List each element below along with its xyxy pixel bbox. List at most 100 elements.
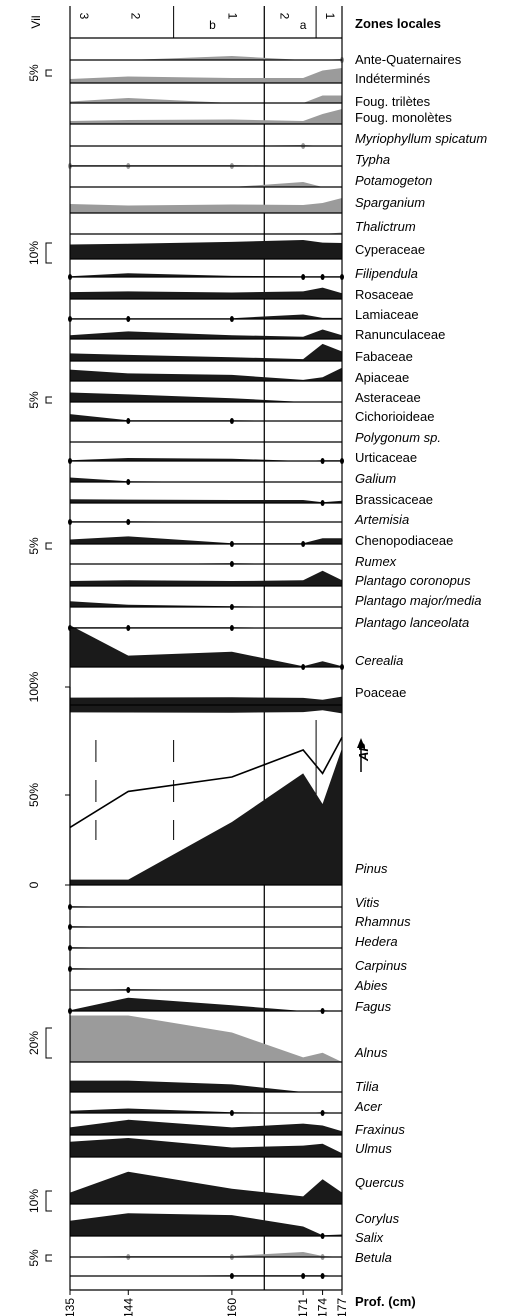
taxon-label-chenopodiaceae: Chenopodiaceae xyxy=(355,533,453,548)
area-apiaceae xyxy=(70,367,342,381)
area-tilia xyxy=(70,1080,342,1092)
taxon-label-poaceae: Poaceae xyxy=(355,685,406,700)
area-asteraceae xyxy=(70,392,342,402)
area-corylus xyxy=(70,1213,342,1236)
zone-label: b xyxy=(209,18,216,32)
scale-label: 10% xyxy=(27,241,41,265)
taxon-label-apiaceae: Apiaceae xyxy=(355,370,409,385)
scale-bracket xyxy=(45,542,52,550)
zone-label: 1 xyxy=(226,13,240,20)
scale-label: 5% xyxy=(27,391,41,409)
taxon-label-cichorioideae: Cichorioideae xyxy=(355,409,435,424)
depth-tick-label: 160 xyxy=(225,1298,239,1316)
taxon-label-rosaceae: Rosaceae xyxy=(355,287,414,302)
taxon-label-urticaceae: Urticaceae xyxy=(355,450,417,465)
taxon-label-foug-triletes: Foug. trilètes xyxy=(355,94,431,109)
taxon-label-betula: Betula xyxy=(355,1250,392,1265)
scale-label: 50% xyxy=(27,783,41,807)
scale-label: 5% xyxy=(27,1249,41,1267)
area-pinus xyxy=(70,748,342,885)
scale-bracket xyxy=(45,1027,52,1059)
area-brassicaceae xyxy=(70,499,342,503)
scale-label: 5% xyxy=(27,537,41,555)
taxon-label-hedera: Hedera xyxy=(355,934,398,949)
scale-label: 20% xyxy=(27,1031,41,1055)
scale-bracket xyxy=(45,242,52,264)
area-ranunculaceae xyxy=(70,329,342,339)
area-chenopodiaceae xyxy=(70,536,342,544)
taxon-label-galium: Galium xyxy=(355,471,396,486)
taxon-label-typha: Typha xyxy=(355,152,390,167)
depth-tick-label: 171 xyxy=(296,1298,310,1316)
zone-column-label: Vil xyxy=(29,15,43,28)
taxon-label-ante-quaternaires: Ante-Quaternaires xyxy=(355,52,462,67)
area-indetermines xyxy=(70,68,342,83)
area-fraxinus xyxy=(70,1119,342,1135)
zone-lines-layer xyxy=(95,6,317,1290)
taxon-label-myriophyllum-spicatum: Myriophyllum spicatum xyxy=(355,131,487,146)
area-urticaceae xyxy=(70,457,342,461)
area-galium xyxy=(70,477,342,482)
taxon-label-cerealia: Cerealia xyxy=(355,653,403,668)
area-acer xyxy=(70,1108,342,1113)
depth-axis-label: Prof. (cm) xyxy=(355,1294,416,1309)
axes-layer xyxy=(45,6,343,1295)
taxon-label-polygonum-sp: Polygonum sp. xyxy=(355,430,441,445)
taxon-label-ulmus: Ulmus xyxy=(355,1141,392,1156)
area-cichorioideae xyxy=(70,414,342,421)
area-filipendula xyxy=(70,273,342,277)
depth-tick-label: 177 xyxy=(335,1298,349,1316)
area-foug-triletes xyxy=(70,95,342,103)
taxon-label-vitis: Vitis xyxy=(355,895,380,910)
area-fabaceae xyxy=(70,343,342,361)
taxon-label-fabaceae: Fabaceae xyxy=(355,349,413,364)
area-plantago-coronopus xyxy=(70,570,342,586)
area-ante-quaternaires xyxy=(70,56,342,60)
area-sparganium xyxy=(70,198,342,213)
scale-bracket xyxy=(45,396,52,404)
taxon-label-acer: Acer xyxy=(354,1099,382,1114)
ap-arrow-head xyxy=(357,738,365,748)
scale-bracket xyxy=(45,1190,52,1212)
labels-layer: 3 2 b 1 2 a 1 Vil Zones locales Ante-Quaternaires… xyxy=(27,13,487,1316)
scale-bracket xyxy=(45,1254,52,1262)
area-ulmus xyxy=(70,1138,342,1157)
taxon-label-fagus: Fagus xyxy=(355,999,392,1014)
area-cyperaceae xyxy=(70,240,342,259)
zone-header: Zones locales xyxy=(355,16,441,31)
taxon-label-brassicaceae: Brassicaceae xyxy=(355,492,433,507)
taxon-label-fraxinus: Fraxinus xyxy=(355,1122,405,1137)
taxon-label-filipendula: Filipendula xyxy=(355,266,418,281)
area-fagus xyxy=(70,997,342,1011)
taxon-label-corylus: Corylus xyxy=(355,1211,400,1226)
taxon-label-abies: Abies xyxy=(354,978,388,993)
taxon-label-sparganium: Sparganium xyxy=(355,195,425,210)
taxon-label-alnus: Alnus xyxy=(354,1045,388,1060)
taxon-label-ranunculaceae: Ranunculaceae xyxy=(355,327,445,342)
taxon-label-rumex: Rumex xyxy=(355,554,397,569)
area-potamogeton xyxy=(70,182,342,187)
zone-label: 2 xyxy=(129,13,143,20)
area-salix xyxy=(70,1252,342,1257)
ap-curve xyxy=(69,737,343,829)
depth-tick-label: 144 xyxy=(121,1298,135,1316)
taxon-label-salix: Salix xyxy=(355,1230,384,1245)
taxon-label-lamiaceae: Lamiaceae xyxy=(355,307,419,322)
taxon-label-quercus: Quercus xyxy=(355,1175,405,1190)
taxon-label-indetermines: Indéterminés xyxy=(355,71,431,86)
zone-label: 3 xyxy=(77,13,91,20)
area-rosaceae xyxy=(70,287,342,299)
scale-label: 5% xyxy=(27,64,41,82)
taxon-label-asteraceae: Asteraceae xyxy=(355,390,421,405)
area-lamiaceae xyxy=(70,314,342,319)
area-foug-monoletes xyxy=(70,109,342,124)
scale-label: 10% xyxy=(27,1189,41,1213)
taxon-label-thalictrum: Thalictrum xyxy=(355,219,416,234)
taxon-label-pinus: Pinus xyxy=(355,861,388,876)
series-layer xyxy=(68,56,344,1279)
taxon-label-rhamnus: Rhamnus xyxy=(355,914,411,929)
scale-label: 100% xyxy=(27,671,41,702)
area-quercus xyxy=(70,1171,342,1204)
taxon-label-plantago-lanceolata: Plantago lanceolata xyxy=(355,615,469,630)
zone-label: 2 xyxy=(278,13,292,20)
